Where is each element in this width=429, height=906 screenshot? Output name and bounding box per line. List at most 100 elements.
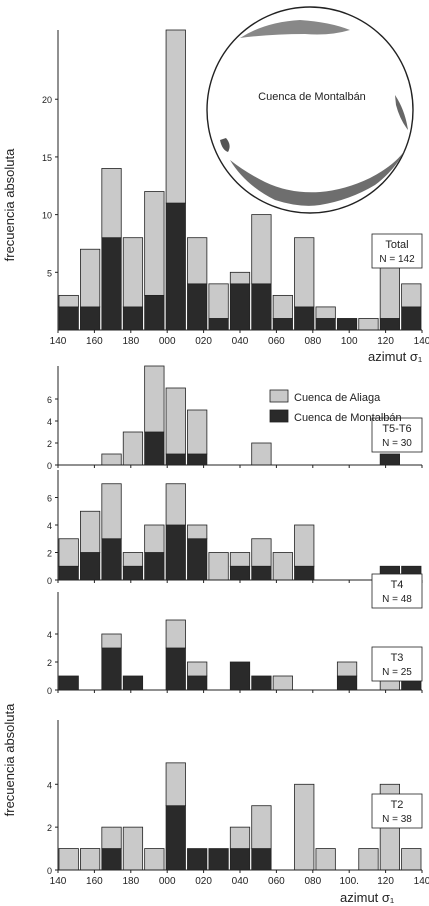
x-axis-label-bottom: azimut σ₁ — [340, 890, 395, 905]
bar-montalban — [401, 306, 422, 331]
bar-aliaga — [80, 848, 101, 871]
bar-aliaga — [101, 483, 122, 540]
x-tick-label: 000 — [159, 876, 176, 887]
bar-aliaga — [358, 848, 379, 871]
panel-label-box — [371, 233, 423, 269]
bar-montalban — [101, 538, 122, 581]
bar-montalban — [272, 318, 293, 331]
bar-montalban — [144, 294, 165, 331]
bar-montalban — [58, 675, 79, 691]
stereonet-contour — [240, 20, 350, 38]
x-tick-label: 120 — [377, 336, 394, 347]
panel-title: Total — [385, 239, 408, 251]
y-axis-label-top: frecuencia absoluta — [2, 148, 17, 262]
bar-aliaga — [80, 510, 101, 553]
panel-n-label: N = 48 — [382, 594, 412, 605]
bar-montalban — [58, 565, 79, 581]
y-tick-label: 15 — [42, 153, 52, 163]
bar-montalban — [315, 318, 336, 331]
bar-montalban — [144, 431, 165, 466]
bar-aliaga — [315, 848, 336, 871]
x-tick-label: 020 — [195, 336, 212, 347]
bar-aliaga — [101, 633, 122, 649]
legend-swatch-aliaga — [269, 389, 289, 403]
bar-montalban — [122, 675, 144, 691]
bar-aliaga — [58, 848, 79, 871]
bar-aliaga — [144, 191, 165, 296]
panel-label-box — [371, 646, 423, 682]
bar-montalban — [208, 318, 229, 331]
bar-montalban — [208, 848, 229, 871]
bar-montalban — [251, 565, 272, 581]
panel-label-box — [371, 417, 423, 453]
panel-n-label: N = 38 — [382, 814, 412, 825]
y-tick-label: 5 — [47, 268, 52, 278]
bar-aliaga — [229, 271, 251, 285]
bar-aliaga — [251, 214, 272, 285]
bar-montalban — [187, 538, 208, 581]
bar-aliaga — [208, 283, 229, 319]
panel-title: T5-T6 — [382, 423, 411, 435]
bar-montalban — [294, 565, 315, 581]
y-tick-label: 0 — [47, 461, 52, 471]
bar-montalban — [379, 453, 400, 466]
bar-montalban — [229, 661, 251, 691]
bar-aliaga — [401, 848, 422, 871]
bar-aliaga — [294, 783, 315, 871]
bar-aliaga — [294, 237, 315, 308]
bar-aliaga — [187, 524, 208, 540]
panel-label-box — [371, 573, 423, 609]
y-tick-label: 4 — [47, 521, 52, 531]
bar-montalban — [144, 552, 165, 581]
bar-montalban — [229, 283, 251, 331]
bar-montalban — [294, 306, 315, 331]
y-tick-label: 2 — [47, 658, 52, 668]
bar-aliaga — [101, 453, 122, 466]
x-tick-label: 180 — [122, 336, 139, 347]
bar-aliaga — [165, 762, 186, 807]
bar-montalban — [229, 848, 251, 871]
x-tick-label: 140 — [50, 336, 67, 347]
y-tick-label: 2 — [47, 549, 52, 559]
stereonet-contour — [220, 138, 230, 152]
stereonet-label: Cuenca de Montalbán — [258, 91, 366, 103]
bar-montalban — [336, 318, 358, 331]
panel-label-box — [371, 793, 423, 829]
y-tick-label: 2 — [47, 439, 52, 449]
panel-title: T4 — [391, 579, 404, 591]
bar-montalban — [165, 524, 186, 581]
bar-aliaga — [165, 387, 186, 455]
panel-title: T3 — [391, 652, 404, 664]
bar-aliaga — [80, 248, 101, 308]
bar-montalban — [165, 453, 186, 466]
bar-montalban — [229, 565, 251, 581]
bar-montalban — [80, 306, 101, 331]
bar-montalban — [187, 675, 208, 691]
bar-montalban — [58, 306, 79, 331]
bar-aliaga — [272, 294, 293, 319]
y-tick-label: 2 — [47, 823, 52, 833]
bar-aliaga — [187, 237, 208, 285]
bar-montalban — [122, 306, 144, 331]
bar-aliaga — [144, 524, 165, 553]
bar-montalban — [165, 805, 186, 871]
y-tick-label: 4 — [47, 780, 52, 790]
bar-montalban — [165, 202, 186, 331]
legend-swatch-montalban — [269, 409, 289, 423]
bar-aliaga — [229, 552, 251, 567]
stereonet-inset: Cuenca de Montalbán — [206, 6, 414, 214]
panel-n-label: N = 25 — [382, 667, 412, 678]
bar-montalban — [101, 848, 122, 871]
x-tick-label: 140 — [414, 876, 429, 887]
bar-aliaga — [122, 826, 144, 871]
bar-aliaga — [272, 552, 293, 581]
bar-aliaga — [144, 848, 165, 871]
bar-aliaga — [272, 675, 293, 691]
bar-aliaga — [122, 552, 144, 567]
y-axis-label-bottom: frecuencia absoluta — [2, 703, 17, 817]
bar-montalban — [187, 283, 208, 331]
stereonet-contour — [395, 95, 408, 130]
x-axis-label-top: azimut σ₁ — [368, 349, 423, 364]
bar-aliaga — [101, 168, 122, 239]
